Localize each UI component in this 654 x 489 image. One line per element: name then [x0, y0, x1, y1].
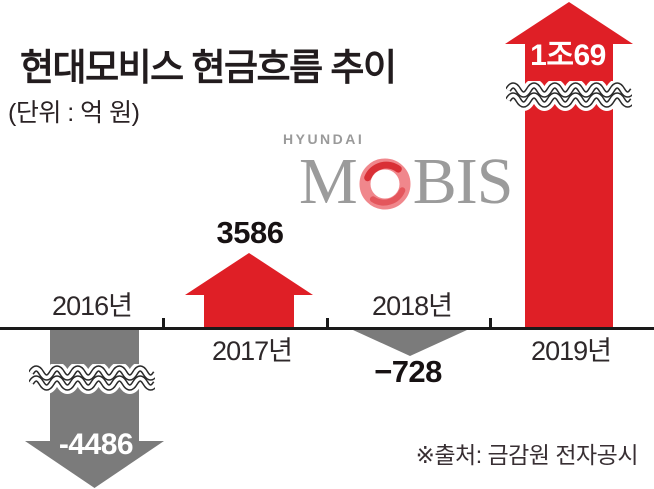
axis-break-wave-2016-icon — [29, 364, 155, 394]
bar-arrow-2016-down — [25, 329, 164, 488]
hyundai-wordmark: HYUNDAI — [283, 131, 365, 147]
value-label-2018: −728 — [374, 354, 442, 389]
axis-break-wave-2019-icon — [506, 81, 632, 111]
category-label-2018: 2018년 — [372, 291, 453, 321]
value-label-2017: 3586 — [216, 215, 284, 250]
axis-tick-3 — [489, 318, 492, 328]
category-label-2016: 2016년 — [52, 291, 133, 321]
bar-arrow-2018-down — [353, 330, 467, 356]
mobis-o-swirl-icon — [359, 158, 411, 210]
source-note: ※출처: 금감원 전자공시 — [415, 442, 639, 468]
bar-arrow-2019-up — [505, 2, 633, 329]
value-label-2019: 1조69 — [530, 39, 606, 72]
bar-arrow-2017-up — [185, 253, 313, 329]
category-label-2017: 2017년 — [212, 336, 293, 366]
axis-tick-2 — [326, 318, 329, 328]
axis-tick-1 — [162, 318, 165, 328]
value-label-2016: -4486 — [58, 428, 134, 461]
category-label-2019: 2019년 — [531, 336, 612, 366]
unit-note: (단위 : 억 원) — [8, 99, 140, 127]
page-title: 현대모비스 현금흐름 추이 — [20, 47, 397, 88]
mobis-letter-m: M — [299, 145, 358, 218]
mobis-letters-bis: BIS — [412, 145, 514, 218]
logo-mobis: M BIS — [299, 145, 514, 218]
x-axis-line — [0, 327, 654, 330]
